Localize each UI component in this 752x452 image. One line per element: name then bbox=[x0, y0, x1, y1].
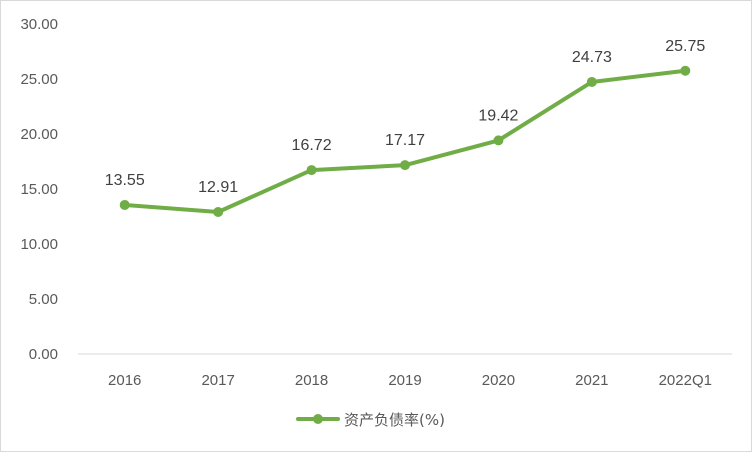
data-point bbox=[586, 76, 597, 87]
data-point bbox=[493, 135, 504, 146]
legend-label: 资产负债率(%) bbox=[344, 411, 445, 429]
legend-marker-icon bbox=[313, 414, 323, 424]
x-tick-label: 2016 bbox=[108, 372, 141, 389]
data-label: 25.75 bbox=[665, 38, 705, 55]
y-tick-label: 30.00 bbox=[20, 16, 58, 33]
x-tick-label: 2022Q1 bbox=[659, 372, 712, 389]
data-label: 19.42 bbox=[478, 107, 518, 124]
x-tick-label: 2018 bbox=[295, 372, 328, 389]
data-label: 17.17 bbox=[385, 132, 425, 149]
y-tick-label: 0.00 bbox=[29, 346, 58, 363]
y-axis-ticks: 0.00 5.00 10.00 15.00 20.00 25.00 30.00 bbox=[20, 16, 58, 363]
data-label: 12.91 bbox=[198, 179, 238, 196]
x-tick-label: 2019 bbox=[388, 372, 421, 389]
x-tick-label: 2021 bbox=[575, 372, 608, 389]
x-axis-ticks: 2016 2017 2018 2019 2020 2021 2022Q1 bbox=[108, 372, 712, 389]
data-point bbox=[680, 65, 691, 76]
y-tick-label: 10.00 bbox=[20, 236, 58, 253]
x-tick-label: 2020 bbox=[482, 372, 515, 389]
data-point bbox=[306, 165, 317, 176]
y-tick-label: 20.00 bbox=[20, 126, 58, 143]
data-point bbox=[213, 206, 224, 217]
series-points bbox=[119, 65, 691, 217]
data-label: 16.72 bbox=[292, 137, 332, 154]
data-label: 24.73 bbox=[572, 49, 612, 66]
data-labels: 13.55 12.91 16.72 17.17 19.42 24.73 25.75 bbox=[105, 38, 706, 196]
y-tick-label: 5.00 bbox=[29, 291, 58, 308]
data-point bbox=[400, 160, 410, 171]
legend: 资产负债率(%) bbox=[296, 411, 445, 429]
data-point bbox=[119, 199, 130, 210]
y-tick-label: 15.00 bbox=[20, 181, 58, 198]
y-tick-label: 25.00 bbox=[20, 71, 58, 88]
data-label: 13.55 bbox=[105, 172, 145, 189]
x-tick-label: 2017 bbox=[201, 372, 234, 389]
